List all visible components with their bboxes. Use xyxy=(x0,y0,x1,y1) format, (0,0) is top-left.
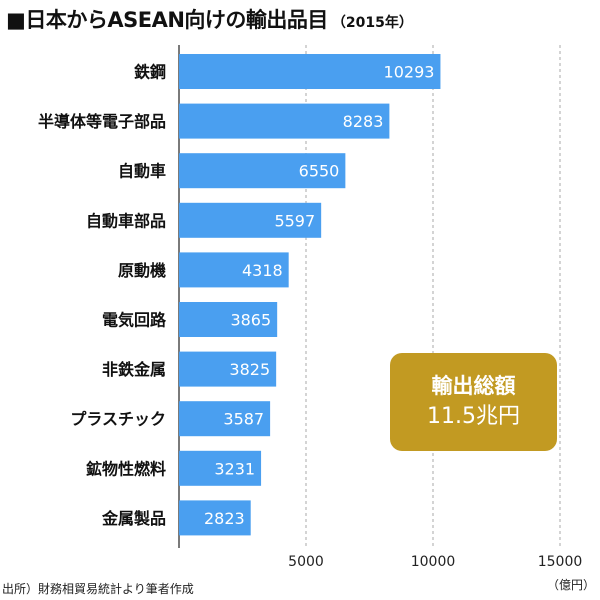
bar xyxy=(179,252,289,288)
title-main: ■日本からASEAN向けの輸出品目 xyxy=(6,8,328,32)
bar xyxy=(179,153,346,189)
x-tick-label: 15000 xyxy=(538,554,583,570)
total-exports-label: 輸出総額 xyxy=(431,374,516,398)
bar-value-label: 3865 xyxy=(230,311,271,330)
bar-value-label: 3587 xyxy=(223,410,264,429)
bar-value-label: 6550 xyxy=(299,162,340,181)
category-label: 非鉄金属 xyxy=(102,360,166,379)
category-label: 自動車 xyxy=(118,162,166,181)
category-label: 原動機 xyxy=(118,261,166,280)
category-label: 鉱物性燃料 xyxy=(86,459,166,478)
bar xyxy=(179,401,271,437)
bar xyxy=(179,54,441,89)
chart-title: ■日本からASEAN向けの輸出品目 （2015年） xyxy=(6,4,413,38)
bar-value-label: 5597 xyxy=(274,211,315,230)
category-label: 電気回路 xyxy=(102,311,167,330)
bar-value-label: 3825 xyxy=(229,360,270,379)
x-tick-label: 10000 xyxy=(411,554,456,570)
total-exports-box: 輸出総額 11.5兆円 xyxy=(390,353,557,451)
category-label: 鉄鋼 xyxy=(134,63,166,82)
source-note: 出所）財務相貿易統計より筆者作成 xyxy=(2,582,194,596)
axis-unit: （億円） xyxy=(547,578,596,592)
category-label: 金属製品 xyxy=(101,509,166,528)
bar-value-label: 4318 xyxy=(242,261,283,280)
bar xyxy=(179,500,251,536)
bar-value-label: 10293 xyxy=(384,63,435,82)
bar xyxy=(179,351,277,387)
category-label: プラスチック xyxy=(70,410,166,429)
title-sub: （2015年） xyxy=(331,15,413,31)
bar-value-label: 8283 xyxy=(343,112,384,131)
bar-value-label: 2823 xyxy=(204,509,245,528)
bar xyxy=(179,103,390,139)
bar-value-label: 3231 xyxy=(214,459,255,478)
bar xyxy=(179,202,322,238)
x-tick-label: 5000 xyxy=(288,554,324,570)
category-label: 半導体等電子部品 xyxy=(38,112,166,131)
total-exports-value: 11.5兆円 xyxy=(427,404,520,429)
category-label: 自動車部品 xyxy=(86,211,166,230)
bar xyxy=(179,450,262,486)
bar xyxy=(179,302,278,337)
